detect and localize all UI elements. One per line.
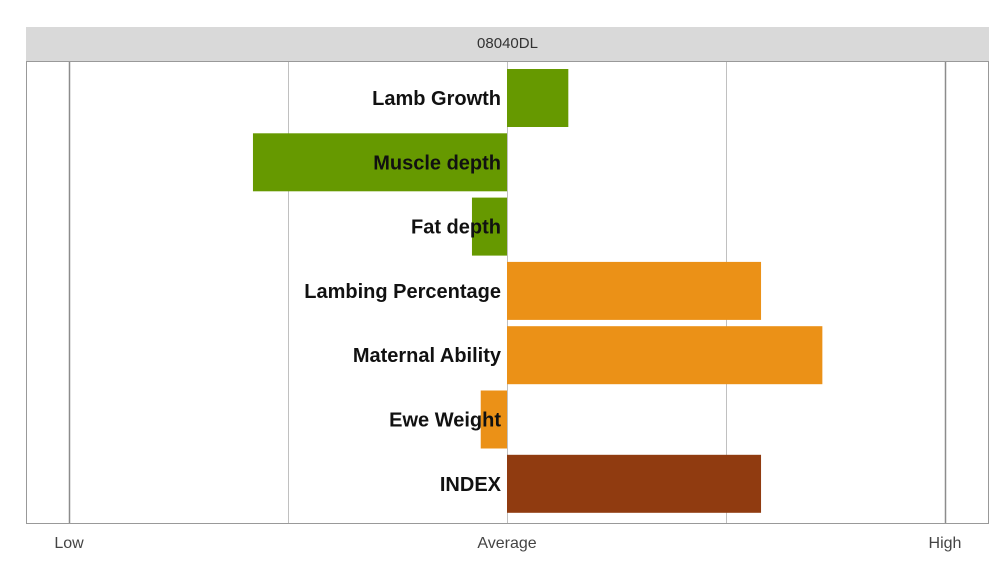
category-label-index: INDEX	[440, 474, 502, 496]
bar-index	[507, 454, 762, 513]
bar-maternal-ability	[507, 326, 823, 385]
chart-title: 08040DL	[477, 35, 538, 52]
bar-lamb-growth	[507, 69, 569, 127]
bar-muscle-depth	[252, 133, 507, 192]
plot-border	[26, 61, 989, 524]
bar-lambing-percentage	[507, 261, 762, 320]
bars	[252, 69, 823, 513]
bar-fat-depth	[471, 197, 507, 256]
x-tick-label: Average	[477, 535, 536, 552]
chart-header: 08040DL	[26, 27, 989, 61]
gridlines	[68, 62, 947, 523]
x-tick-labels: Low Average High	[54, 535, 961, 552]
bar-ewe-weight	[480, 390, 507, 449]
category-labels: Lamb Growth Muscle depth Fat depth Lambing …	[304, 88, 502, 496]
category-label-lamb-growth: Lamb Growth	[372, 88, 501, 110]
category-label-maternal-ability: Maternal Ability	[353, 345, 502, 367]
category-label-ewe-weight: Ewe Weight	[389, 410, 501, 432]
category-label-muscle-depth: Muscle depth	[373, 152, 501, 174]
x-tick-label: High	[929, 535, 962, 552]
x-tick-label: Low	[54, 535, 84, 552]
category-label-fat-depth: Fat depth	[411, 217, 501, 239]
category-label-lambing-percentage: Lambing Percentage	[304, 281, 501, 303]
